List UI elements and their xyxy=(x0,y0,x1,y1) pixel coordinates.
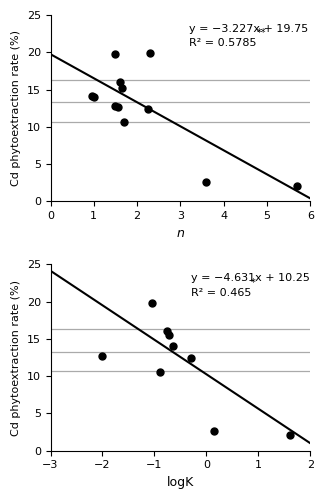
Point xyxy=(113,102,118,110)
Point xyxy=(166,331,172,339)
Point xyxy=(115,104,120,112)
Text: *: * xyxy=(251,278,256,287)
Point xyxy=(204,178,209,186)
Text: y = −4.631x + 10.25: y = −4.631x + 10.25 xyxy=(191,273,310,283)
Point xyxy=(149,299,154,307)
Point xyxy=(100,352,105,360)
Point xyxy=(157,368,162,376)
X-axis label: n: n xyxy=(176,226,184,239)
Text: R² = 0.5785: R² = 0.5785 xyxy=(189,38,256,48)
Y-axis label: Cd phytoextraction rate (%): Cd phytoextraction rate (%) xyxy=(11,30,21,186)
Point xyxy=(212,427,217,435)
Point xyxy=(287,431,292,439)
Text: **: ** xyxy=(256,28,266,38)
Y-axis label: Cd phytoextraction rate (%): Cd phytoextraction rate (%) xyxy=(11,280,21,436)
Point xyxy=(122,118,127,126)
Point xyxy=(295,182,300,190)
Text: R² = 0.465: R² = 0.465 xyxy=(191,288,251,298)
Point xyxy=(91,93,97,101)
Point xyxy=(148,49,153,57)
Point xyxy=(89,92,94,100)
Point xyxy=(165,328,170,336)
Point xyxy=(188,354,193,362)
Point xyxy=(170,342,175,350)
X-axis label: logK: logK xyxy=(167,476,194,489)
Point xyxy=(113,50,118,58)
Point xyxy=(119,84,124,92)
Text: y = −3.227x + 19.75: y = −3.227x + 19.75 xyxy=(189,24,308,34)
Point xyxy=(145,105,150,113)
Point xyxy=(117,78,123,86)
